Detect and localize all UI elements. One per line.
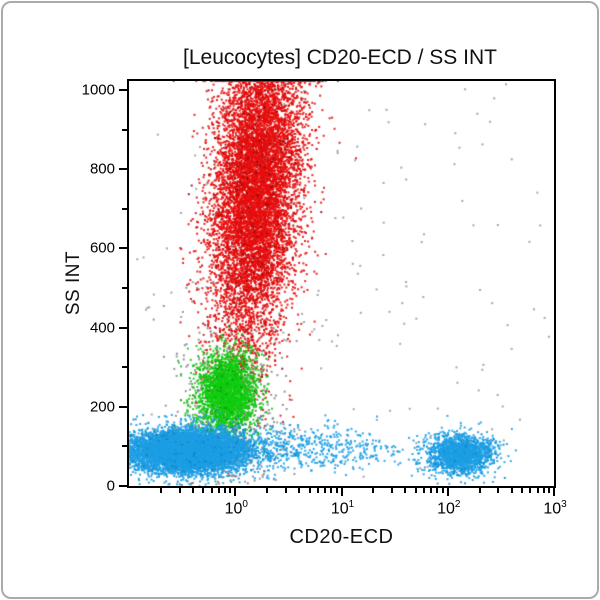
x-minor-tick <box>266 488 269 493</box>
y-axis-label: SS INT <box>63 250 84 316</box>
scatter-canvas <box>129 81 554 486</box>
x-minor-tick <box>210 488 213 493</box>
x-major-tick <box>234 488 237 496</box>
x-minor-tick <box>414 488 417 493</box>
y-tick-label: 400 <box>89 319 115 337</box>
x-tick-label: 102 <box>437 499 461 518</box>
x-minor-tick <box>548 488 551 493</box>
y-major-tick <box>119 247 127 250</box>
y-major-tick <box>119 485 127 487</box>
x-axis-label: CD20-ECD <box>289 526 394 548</box>
x-minor-tick <box>217 488 220 493</box>
x-minor-tick <box>229 488 232 493</box>
x-tick-label: 101 <box>330 499 355 518</box>
x-minor-tick <box>510 488 513 493</box>
x-minor-tick <box>335 488 338 493</box>
x-minor-tick <box>284 488 287 493</box>
x-tick-label: 103 <box>543 499 567 518</box>
x-major-tick <box>553 488 555 496</box>
x-minor-tick <box>497 488 500 493</box>
plot-frame <box>127 79 556 488</box>
y-major-tick <box>119 326 127 329</box>
y-major-tick <box>119 405 127 408</box>
x-minor-tick <box>521 488 523 493</box>
x-minor-tick <box>404 488 407 493</box>
x-minor-tick <box>436 488 439 493</box>
x-minor-tick <box>308 488 311 493</box>
x-minor-tick <box>423 488 426 493</box>
x-minor-tick <box>478 488 481 493</box>
y-minor-tick <box>122 366 127 369</box>
x-minor-tick <box>542 488 545 493</box>
x-minor-tick <box>191 488 194 493</box>
y-minor-tick <box>122 207 127 210</box>
x-minor-tick <box>536 488 539 493</box>
x-minor-tick <box>202 488 205 493</box>
plot-title: [Leucocytes] CD20-ECD / SS INT <box>183 46 497 69</box>
x-minor-tick <box>372 488 375 493</box>
x-minor-tick <box>324 488 327 493</box>
y-tick-label: 200 <box>89 398 115 416</box>
x-minor-tick <box>529 488 532 493</box>
x-major-tick <box>340 488 343 496</box>
y-tick-label: 1000 <box>81 81 115 99</box>
x-minor-tick <box>391 488 394 493</box>
x-minor-tick <box>223 488 226 493</box>
x-minor-tick <box>441 488 444 493</box>
x-minor-tick <box>178 488 181 493</box>
x-minor-tick <box>316 488 319 493</box>
y-tick-label: 600 <box>89 239 115 257</box>
y-major-tick <box>119 168 127 171</box>
x-minor-tick <box>159 488 162 493</box>
x-major-tick <box>446 488 449 496</box>
x-tick-label: 100 <box>224 499 248 518</box>
y-tick-label: 800 <box>89 160 115 178</box>
y-tick-label: 0 <box>106 477 115 495</box>
y-minor-tick <box>122 128 127 131</box>
y-major-tick <box>119 89 127 92</box>
x-minor-tick <box>298 488 301 493</box>
y-minor-tick <box>122 445 127 448</box>
x-minor-tick <box>430 488 433 493</box>
x-minor-tick <box>330 488 333 493</box>
y-minor-tick <box>122 287 127 290</box>
